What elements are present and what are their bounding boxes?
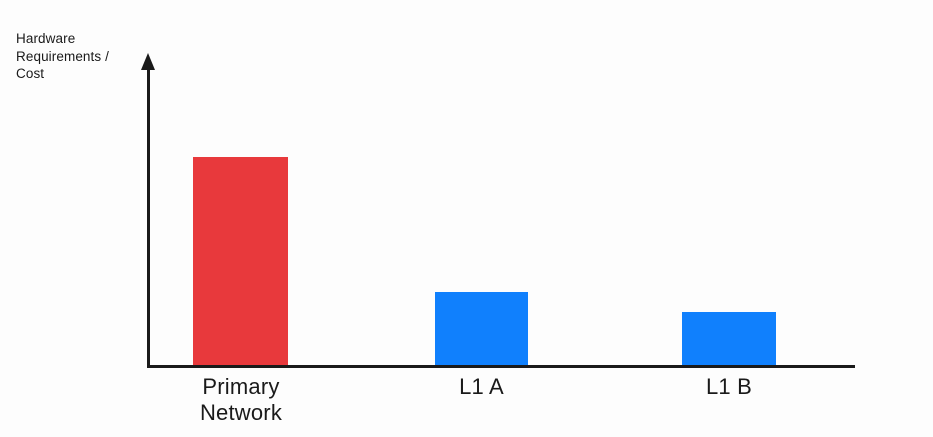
x-axis-label-primary-network: Primary Network (199, 374, 283, 425)
bar-primary-network (193, 157, 288, 365)
y-axis-line (147, 67, 150, 368)
y-axis-title: Hardware Requirements / Cost (16, 31, 109, 81)
plot-area (193, 157, 776, 365)
bar-l1-a (435, 292, 528, 365)
x-axis-label-l1-a: L1 A (459, 374, 504, 399)
bar-l1-b (682, 312, 776, 365)
x-axis-line (147, 365, 855, 368)
arrow-up-icon (141, 53, 155, 70)
x-axis-label-l1-b: L1 B (705, 374, 753, 399)
